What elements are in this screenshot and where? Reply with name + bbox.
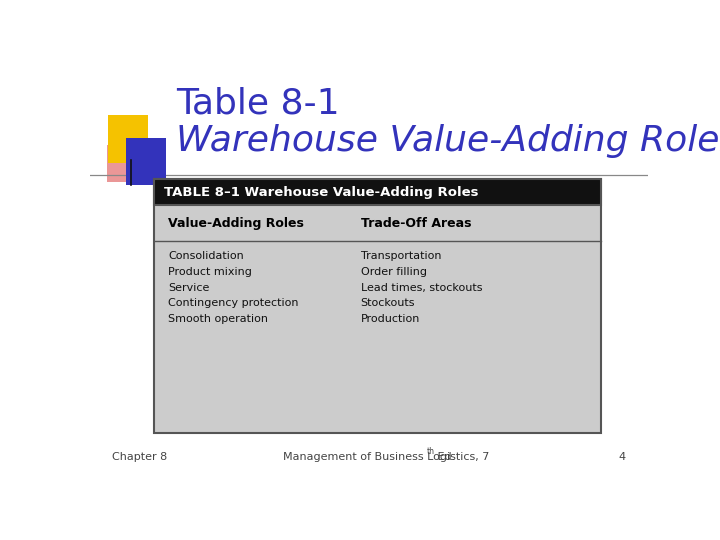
Text: th: th	[426, 447, 434, 456]
Text: Stockouts: Stockouts	[361, 299, 415, 308]
Bar	[107, 145, 138, 182]
Text: Trade-Off Areas: Trade-Off Areas	[361, 217, 471, 230]
Bar	[154, 179, 600, 205]
Text: Product mixing: Product mixing	[168, 267, 252, 277]
Bar	[108, 114, 148, 163]
Text: Value-Adding Roles: Value-Adding Roles	[168, 217, 304, 230]
Text: Transportation: Transportation	[361, 251, 441, 261]
Text: Contingency protection: Contingency protection	[168, 299, 299, 308]
Text: Order filling: Order filling	[361, 267, 427, 277]
Text: Service: Service	[168, 282, 210, 293]
Text: Smooth operation: Smooth operation	[168, 314, 268, 325]
Text: Production: Production	[361, 314, 420, 325]
Text: Consolidation: Consolidation	[168, 251, 244, 261]
Text: Warehouse Value-Adding Roles: Warehouse Value-Adding Roles	[176, 124, 720, 158]
Bar	[126, 138, 166, 185]
Text: 4: 4	[618, 452, 626, 462]
Text: Management of Business Logistics, 7: Management of Business Logistics, 7	[282, 452, 489, 462]
Text: Table 8-1: Table 8-1	[176, 87, 340, 121]
Bar	[154, 179, 600, 433]
Text: Ed.: Ed.	[434, 452, 456, 462]
Text: TABLE 8–1 Warehouse Value-Adding Roles: TABLE 8–1 Warehouse Value-Adding Roles	[164, 186, 479, 199]
Text: Chapter 8: Chapter 8	[112, 452, 168, 462]
Text: Lead times, stockouts: Lead times, stockouts	[361, 282, 482, 293]
